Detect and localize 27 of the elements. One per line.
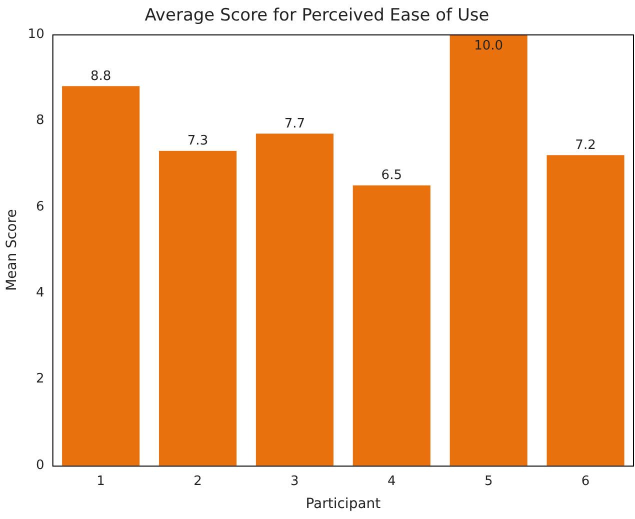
x-tick-label: 3 — [290, 474, 299, 489]
x-axis-title: Participant — [306, 496, 382, 512]
data-label: 8.8 — [90, 69, 112, 84]
y-tick-label: 10 — [28, 26, 44, 42]
y-tick-label: 6 — [36, 199, 44, 214]
chart-title: Average Score for Perceived Ease of Use — [144, 6, 490, 26]
data-label: 7.7 — [284, 116, 306, 132]
y-tick-label: 0 — [36, 458, 44, 473]
bar — [546, 155, 624, 466]
bar — [62, 86, 140, 466]
y-tick-label: 2 — [36, 372, 44, 387]
bar — [450, 34, 528, 466]
x-tick-label: 5 — [484, 474, 493, 489]
bar — [256, 134, 334, 466]
data-label: 10.0 — [474, 38, 504, 54]
x-tick-label: 2 — [194, 474, 202, 489]
y-tick-label: 8 — [36, 113, 44, 128]
x-tick-label: 6 — [581, 474, 590, 489]
x-tick-label: 4 — [388, 474, 396, 489]
data-label: 6.5 — [381, 168, 402, 184]
y-axis-title: Mean Score — [4, 209, 20, 291]
bar — [352, 185, 430, 466]
bar — [158, 150, 237, 466]
y-tick-label: 4 — [36, 285, 44, 300]
data-label: 7.3 — [187, 134, 208, 149]
x-tick-label: 1 — [96, 474, 105, 489]
data-label: 7.2 — [575, 138, 596, 154]
